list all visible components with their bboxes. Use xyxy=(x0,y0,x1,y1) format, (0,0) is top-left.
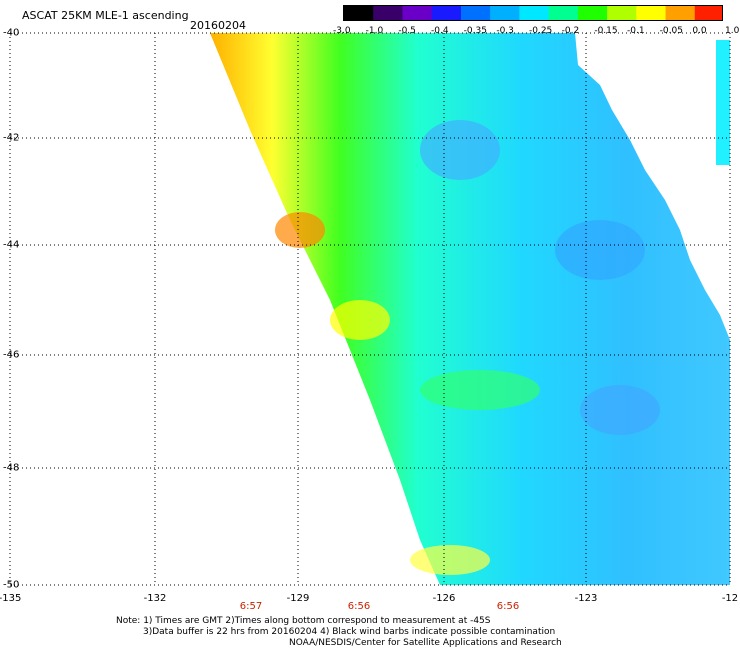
color-scale-label: -0.35 xyxy=(463,26,487,36)
latitude-label: -40 xyxy=(3,27,20,39)
color-scale-label: -0.2 xyxy=(561,26,580,36)
note-line-2: 3)Data buffer is 22 hrs from 20160204 4)… xyxy=(143,627,556,637)
color-scale-segment xyxy=(548,6,579,20)
scatterometer-swath xyxy=(210,33,730,585)
latitude-label: -44 xyxy=(3,239,20,251)
color-scale-segment xyxy=(402,6,433,20)
note-line-1: Note: 1) Times are GMT 2)Times along bot… xyxy=(116,616,491,626)
wind-anomaly-region xyxy=(580,385,660,435)
time-label: 6:56 xyxy=(347,601,371,612)
color-scale-segment xyxy=(431,6,462,20)
wind-anomaly-region xyxy=(330,300,390,340)
color-scale-label: -0.05 xyxy=(659,26,683,36)
color-scale-label: -0.5 xyxy=(398,26,416,36)
color-scale-label: -1.0 xyxy=(365,26,384,36)
wind-anomaly-region xyxy=(420,120,500,180)
color-scale-label: -0.1 xyxy=(627,26,645,36)
color-scale-segment xyxy=(577,6,608,20)
color-scale-label: 1.0 xyxy=(725,26,740,36)
longitude-label: -135 xyxy=(0,593,22,604)
time-label: 6:57 xyxy=(239,601,263,612)
latitude-label: -48 xyxy=(3,462,20,474)
color-scale-label: -0.25 xyxy=(529,26,553,36)
color-scale-segment xyxy=(460,6,491,20)
wind-anomaly-region xyxy=(275,212,325,248)
color-scale-label: -0.4 xyxy=(431,26,449,36)
wind-anomaly-region xyxy=(420,370,540,410)
longitude-label: -126 xyxy=(432,593,456,604)
color-scale-segment xyxy=(519,6,550,20)
adjacent-swath-edge xyxy=(716,40,730,165)
time-label: 6:56 xyxy=(496,601,520,612)
color-scale-segment xyxy=(607,6,637,20)
color-scale-segment xyxy=(344,6,374,20)
longitude-label: -12 xyxy=(721,593,739,604)
color-scale-segment xyxy=(636,6,667,20)
color-scale-label: -0.3 xyxy=(496,26,514,36)
map-title: ASCAT 25KM MLE-1 ascending xyxy=(22,9,189,22)
swath-map xyxy=(9,32,731,586)
color-scale-label: 0.0 xyxy=(692,26,707,36)
latitude-label: -46 xyxy=(3,349,20,361)
map-date: 20160204 xyxy=(190,19,246,32)
wind-anomaly-region xyxy=(555,220,645,280)
color-scale-segment xyxy=(490,6,520,20)
color-scale-segment xyxy=(694,6,722,20)
color-scale-label: -3.0 xyxy=(333,26,351,36)
color-scale-segment xyxy=(373,6,403,20)
latitude-label: -50 xyxy=(3,579,20,591)
latitude-label: -42 xyxy=(3,132,20,144)
longitude-label: -129 xyxy=(286,593,310,604)
color-scale-bar xyxy=(343,5,723,21)
color-scale-segment xyxy=(665,6,696,20)
longitude-label: -132 xyxy=(143,593,167,604)
longitude-label: -123 xyxy=(574,593,598,604)
note-line-3: NOAA/NESDIS/Center for Satellite Applica… xyxy=(289,638,562,648)
color-scale-label: -0.15 xyxy=(594,26,618,36)
wind-anomaly-region xyxy=(410,545,490,575)
